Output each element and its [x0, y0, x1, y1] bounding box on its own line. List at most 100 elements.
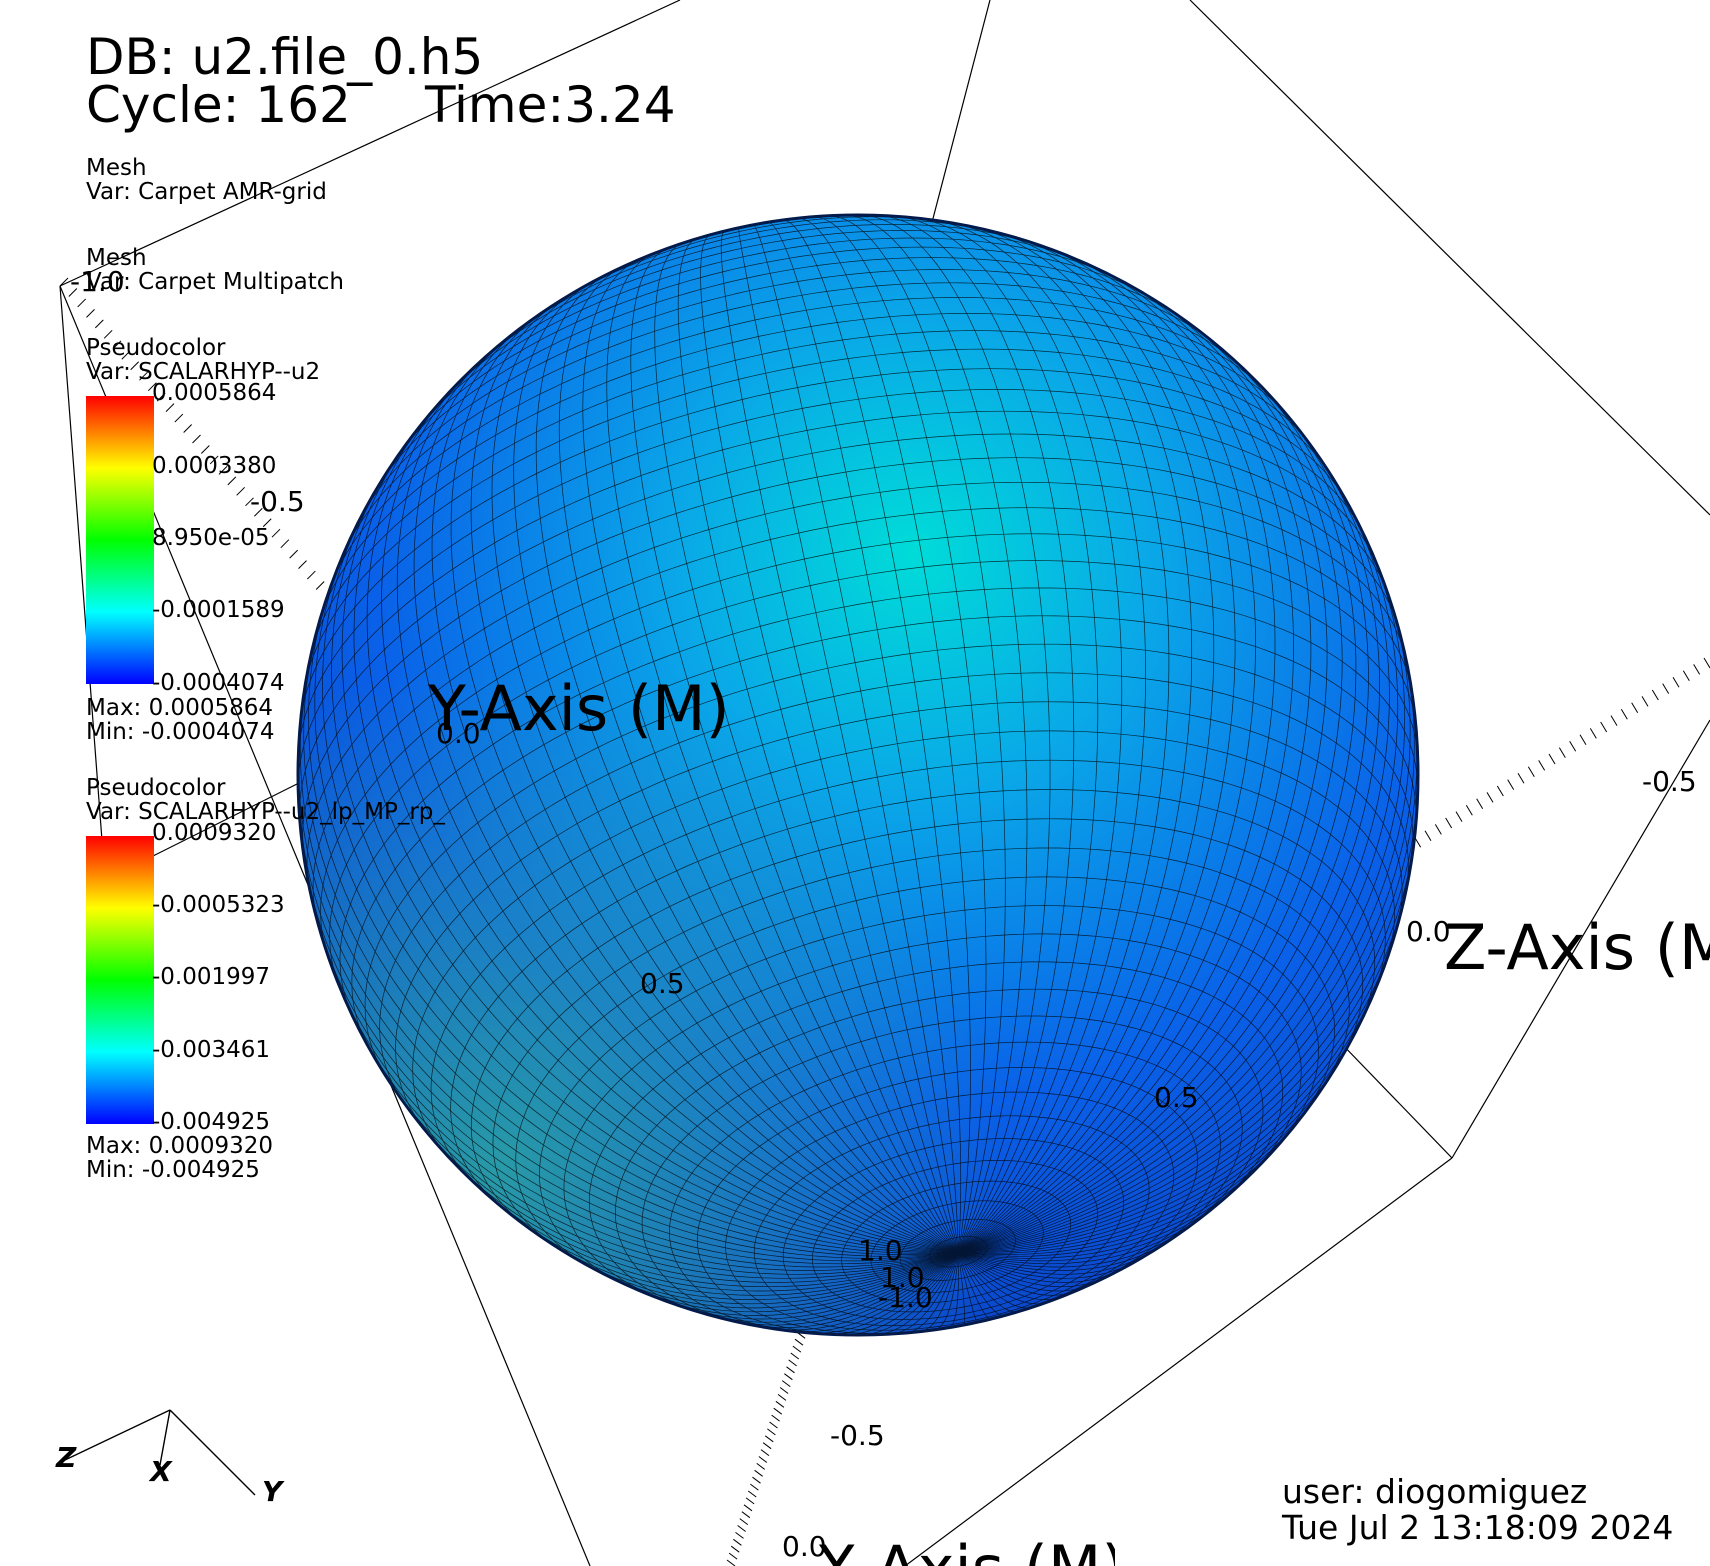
- mesh-line: [958, 341, 1357, 1253]
- mesh-line: [958, 1250, 1153, 1275]
- mesh-line: [921, 1252, 959, 1332]
- legend-var: Var: Carpet AMR-grid: [86, 179, 327, 206]
- mesh-line: [809, 1252, 959, 1334]
- mesh-line: [958, 1252, 1104, 1288]
- mesh-line: [877, 215, 1075, 1253]
- mesh-line: [304, 348, 1328, 686]
- mesh-line: [395, 701, 1403, 1133]
- mesh-line: [331, 472, 959, 1253]
- mesh-line: [958, 1252, 1047, 1305]
- mesh-line: [470, 818, 1364, 1228]
- mesh-line: [958, 267, 1294, 1253]
- axis-tick-label: -0.5: [1642, 765, 1697, 798]
- mesh-line: [332, 968, 959, 1271]
- mesh-line: [574, 1252, 959, 1305]
- mesh-line: [298, 737, 959, 1259]
- mesh-line: [330, 297, 1264, 586]
- mesh-line: [299, 433, 1388, 823]
- mesh-line: [312, 507, 1412, 919]
- legend-var: Var: SCALARHYP--u2_lp_MP_rp_: [86, 799, 445, 826]
- mesh-line: [958, 279, 1312, 1253]
- mesh-line: [300, 368, 1345, 718]
- mesh-line: [339, 587, 1418, 1018]
- legend-min: Min: -0.0004074: [86, 719, 275, 746]
- mesh-line: [958, 226, 1193, 1253]
- colorbar-tick: 0.0005864: [152, 380, 277, 406]
- mesh-line: [474, 1183, 959, 1292]
- mesh-line: [958, 1136, 1286, 1255]
- colorbar-tick: 0.0009320: [152, 820, 277, 846]
- mesh-line: [397, 246, 1152, 457]
- mesh-line: [302, 457, 1398, 855]
- mesh-line: [629, 1252, 959, 1313]
- mesh-line: [958, 1225, 1190, 1268]
- mesh-line: [298, 789, 959, 1262]
- mesh-line: [630, 248, 959, 1253]
- mesh-line: [720, 230, 959, 1253]
- z-axis-title: Z-Axis (M): [1444, 917, 1710, 979]
- render-date: Tue Jul 2 13:18:09 2024: [1282, 1508, 1674, 1548]
- mesh-line: [413, 337, 959, 1253]
- mesh-line: [958, 374, 1369, 1253]
- axis-tick-label: -0.5: [250, 485, 305, 518]
- axis-tick-label: -1.0: [878, 1281, 933, 1314]
- mesh-line: [351, 615, 1417, 1047]
- colorbar-multipatch: [86, 836, 154, 1124]
- mesh-line: [958, 876, 1409, 1253]
- mesh-line: [958, 1252, 1005, 1316]
- mesh-line: [707, 1252, 959, 1323]
- mesh-line: [813, 216, 987, 1253]
- colorbar-tick: -0.001997: [152, 964, 271, 990]
- axis-tick-label: 0.5: [640, 967, 685, 1000]
- mesh-line: [303, 854, 959, 1265]
- legend-mesh-amr: Mesh Var: Carpet AMR-grid: [86, 156, 327, 204]
- legend-min: Min: -0.004925: [86, 1157, 260, 1184]
- mesh-line: [796, 217, 971, 1253]
- colorbar-tick: -0.0001589: [152, 597, 285, 623]
- mesh-line: [306, 481, 1406, 888]
- database-title: DB: u2.file_0.h5: [86, 28, 484, 86]
- mesh-line: [958, 1087, 1324, 1254]
- mesh-line: [543, 1237, 959, 1300]
- mesh-line: [782, 219, 962, 1253]
- mesh-line: [430, 759, 1386, 1184]
- mesh-line: [958, 1252, 1018, 1313]
- mesh-line: [958, 486, 1399, 1253]
- mesh-line: [313, 906, 959, 1268]
- mesh-line: [958, 1055, 1343, 1253]
- colorbar-tick: -0.003461: [152, 1037, 271, 1063]
- mesh-line: [450, 315, 959, 1253]
- mesh-line: [958, 231, 1215, 1253]
- mesh-line: [582, 259, 959, 1253]
- mesh-line: [958, 975, 1382, 1253]
- mesh-line: [729, 1252, 959, 1326]
- cycle-label: Cycle: 162: [86, 76, 351, 134]
- legend-mesh-multipatch: Mesh Var: Carpet Multipatch: [86, 246, 344, 294]
- legend-plot-type: Mesh: [86, 245, 147, 271]
- time-label: Time:3.24: [425, 76, 676, 134]
- mesh-line: [447, 1155, 959, 1288]
- mesh-line: [958, 245, 1256, 1253]
- mesh-line: [299, 685, 959, 1257]
- axis-tick-label: 0.0: [1406, 915, 1451, 948]
- mesh-line: [341, 441, 959, 1253]
- mesh-line: [396, 359, 959, 1253]
- mesh-line: [352, 1017, 959, 1275]
- mesh-line: [700, 234, 959, 1253]
- mesh-line: [958, 1252, 1122, 1283]
- mesh-line: [958, 543, 1406, 1253]
- mesh-line: [788, 1252, 959, 1333]
- mesh-line: [298, 410, 1377, 790]
- mesh-line: [767, 222, 959, 1253]
- mesh-line: [773, 1252, 959, 1331]
- mesh-line: [345, 282, 1237, 550]
- mesh-line: [958, 655, 1415, 1253]
- mesh-line: [320, 313, 1286, 616]
- colorbar-tick: -0.0004074: [152, 670, 285, 696]
- mesh-line: [890, 1252, 959, 1335]
- mesh-line: [314, 549, 959, 1254]
- mesh-line: [606, 1252, 959, 1309]
- axis-tick-label: -0.5: [830, 1419, 885, 1452]
- mesh-line: [384, 1073, 959, 1279]
